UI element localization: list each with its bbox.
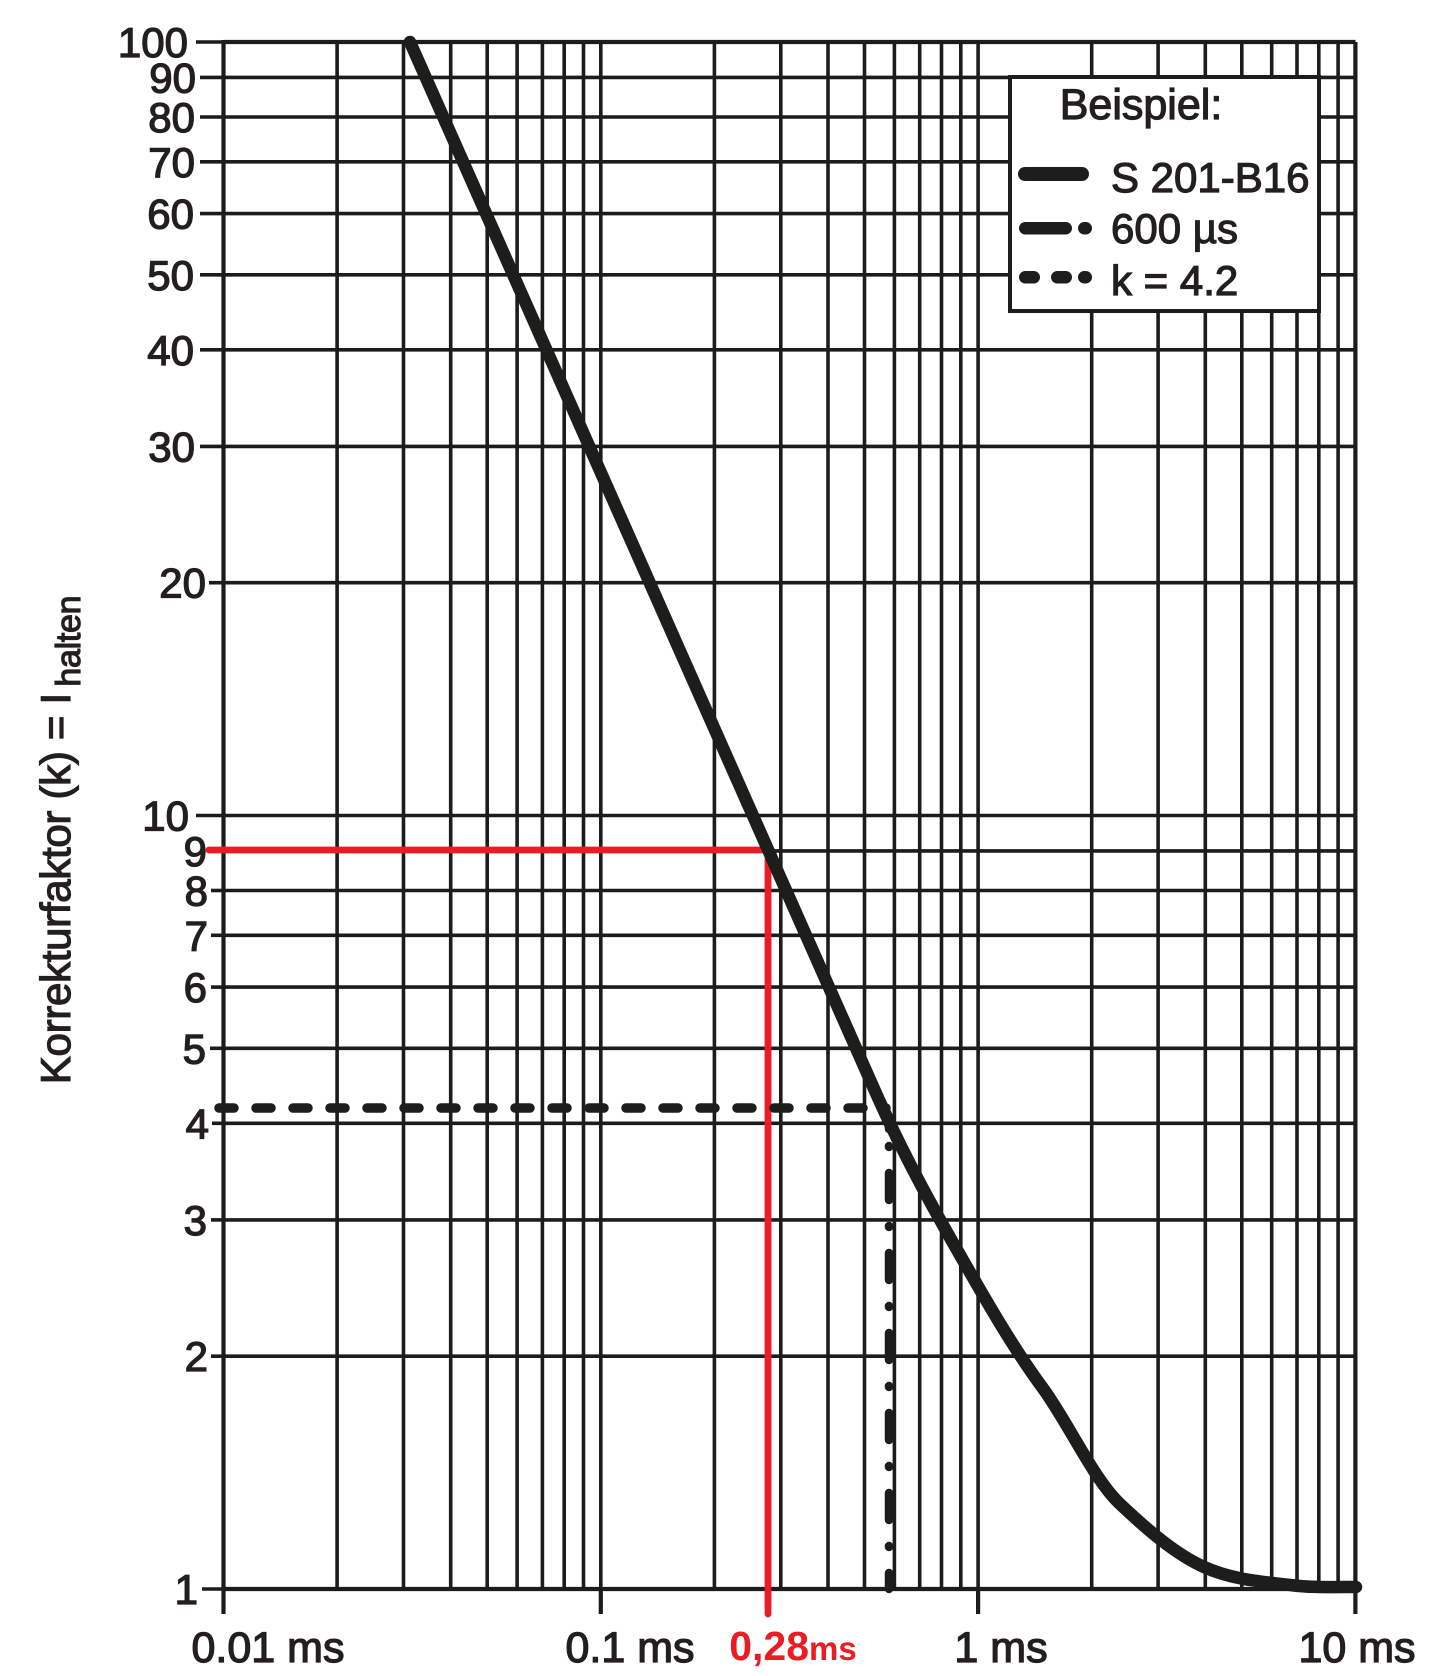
svg-text:6: 6	[184, 964, 207, 1011]
svg-text:1 ms: 1 ms	[954, 1624, 1047, 1672]
svg-text:0.01 ms: 0.01 ms	[192, 1624, 345, 1672]
svg-text:4: 4	[186, 1100, 209, 1147]
svg-text:8: 8	[185, 868, 208, 915]
svg-text:10: 10	[142, 793, 189, 840]
svg-text:80: 80	[148, 94, 195, 141]
svg-text:7: 7	[185, 912, 208, 959]
svg-text:600 µs: 600 µs	[1111, 205, 1238, 252]
svg-text:50: 50	[147, 252, 194, 299]
svg-text:90: 90	[149, 54, 196, 101]
svg-text:0.1 ms: 0.1 ms	[565, 1624, 694, 1672]
svg-text:0,28ms: 0,28ms	[729, 1623, 857, 1669]
svg-text:3: 3	[184, 1197, 207, 1244]
svg-text:2: 2	[185, 1333, 208, 1380]
svg-text:S 201-B16: S 201-B16	[1111, 154, 1309, 201]
svg-text:40: 40	[147, 327, 194, 374]
svg-text:100: 100	[118, 19, 188, 66]
svg-text:60: 60	[147, 191, 194, 238]
svg-text:30: 30	[148, 423, 195, 470]
svg-text:1: 1	[175, 1566, 198, 1613]
svg-text:9: 9	[184, 828, 207, 875]
svg-text:70: 70	[148, 139, 195, 186]
svg-text:5: 5	[183, 1025, 206, 1072]
svg-text:10 ms: 10 ms	[1298, 1624, 1415, 1672]
svg-text:Beispiel:: Beispiel:	[1060, 81, 1223, 129]
svg-text:k = 4.2: k = 4.2	[1111, 257, 1238, 304]
svg-text:20: 20	[159, 560, 206, 607]
